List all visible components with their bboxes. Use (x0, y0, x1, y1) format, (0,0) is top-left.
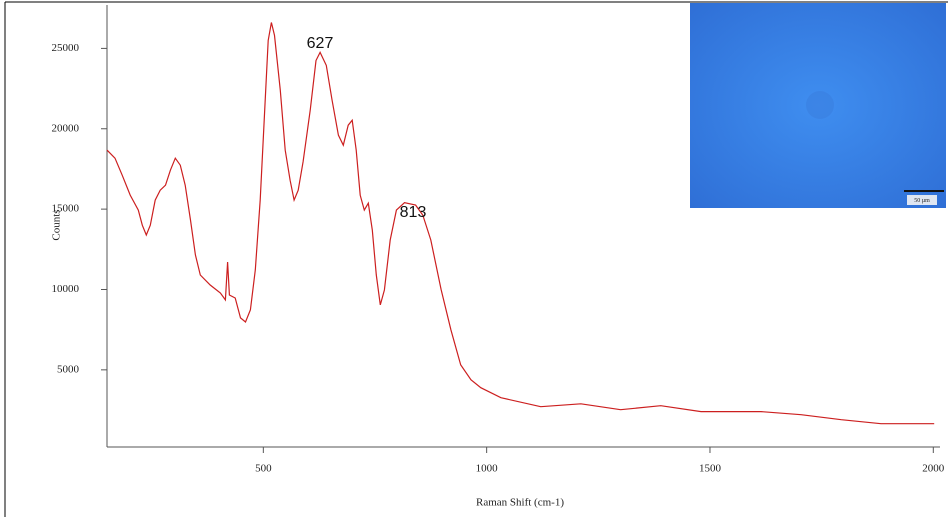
spectrum-line (106, 22, 935, 425)
y-tick-label: 15000 (52, 203, 80, 215)
x-tick-label: 2000 (922, 463, 945, 475)
x-tick-label: 500 (255, 463, 272, 475)
scale-box (907, 195, 937, 205)
inset-image: 50 µm (690, 3, 946, 208)
y-tick-label: 20000 (52, 122, 80, 134)
particle (806, 91, 834, 119)
scale-label: 50 µm (914, 198, 930, 204)
y-axis-label: Counts (51, 209, 63, 240)
plot-area: 5000 10000 15000 20000 25000 500 1000 1500 2000 6… (52, 5, 945, 475)
x-axis-label: Raman Shift (cm-1) (476, 497, 564, 509)
y-tick-label: 5000 (57, 363, 80, 375)
peak-annotation: 627 (307, 35, 334, 52)
y-tick-label: 25000 (52, 42, 80, 54)
x-tick-label: 1500 (699, 463, 722, 475)
peak-annotation: 813 (400, 204, 427, 221)
x-tick-label: 1000 (476, 463, 499, 475)
y-tick-label: 10000 (52, 283, 80, 295)
